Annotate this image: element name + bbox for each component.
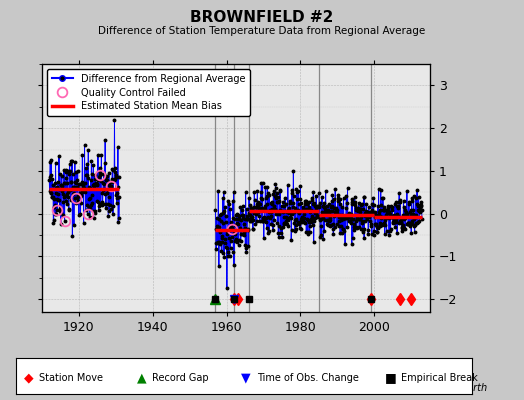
Text: ▼: ▼ <box>242 372 251 384</box>
Text: Berkeley Earth: Berkeley Earth <box>415 383 487 393</box>
Text: Empirical Break: Empirical Break <box>401 373 477 383</box>
Text: Record Gap: Record Gap <box>152 373 209 383</box>
Text: BROWNFIELD #2: BROWNFIELD #2 <box>190 10 334 25</box>
Legend: Difference from Regional Average, Quality Control Failed, Estimated Station Mean: Difference from Regional Average, Qualit… <box>47 69 250 116</box>
Text: ▲: ▲ <box>137 372 146 384</box>
Text: Difference of Station Temperature Data from Regional Average: Difference of Station Temperature Data f… <box>99 26 425 36</box>
Text: Station Move: Station Move <box>39 373 103 383</box>
Text: ■: ■ <box>385 372 396 384</box>
Text: Time of Obs. Change: Time of Obs. Change <box>257 373 358 383</box>
Text: ◆: ◆ <box>24 372 34 384</box>
